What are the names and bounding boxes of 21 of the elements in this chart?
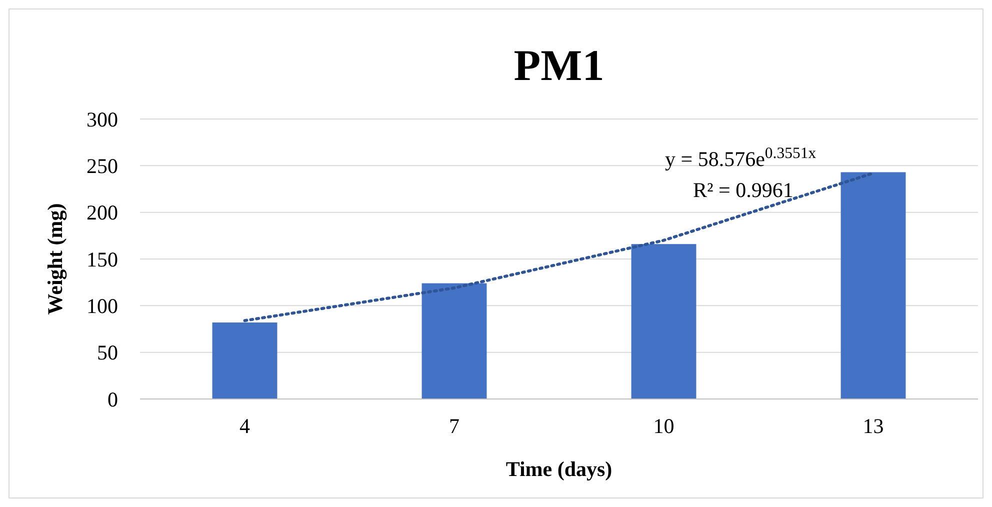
- x-axis-title: Time (days): [506, 457, 612, 481]
- y-tick-label: 200: [86, 200, 118, 225]
- y-tick-label: 300: [86, 107, 118, 132]
- y-tick-label: 100: [86, 294, 118, 318]
- x-tick-label: 10: [653, 414, 674, 438]
- x-tick-label: 7: [449, 414, 460, 438]
- bar: [840, 172, 906, 399]
- y-tick-label: 150: [86, 247, 118, 272]
- annotation: y = 58.576e$^{0.3551x}$: [665, 144, 816, 171]
- bar: [212, 322, 278, 399]
- x-tick-label: 13: [862, 414, 884, 438]
- bar: [631, 244, 696, 399]
- y-tick-label: 50: [97, 340, 118, 365]
- line-series: [243, 172, 875, 322]
- bar: [422, 283, 487, 399]
- x-tick-label: 4: [240, 414, 250, 438]
- y-axis-title: Weight (mg): [43, 203, 67, 315]
- annotation: R² = 0.9961: [693, 178, 794, 202]
- chart-title: PM1: [514, 41, 604, 90]
- y-tick-label: 250: [86, 154, 118, 178]
- y-tick-label: 0: [108, 387, 118, 412]
